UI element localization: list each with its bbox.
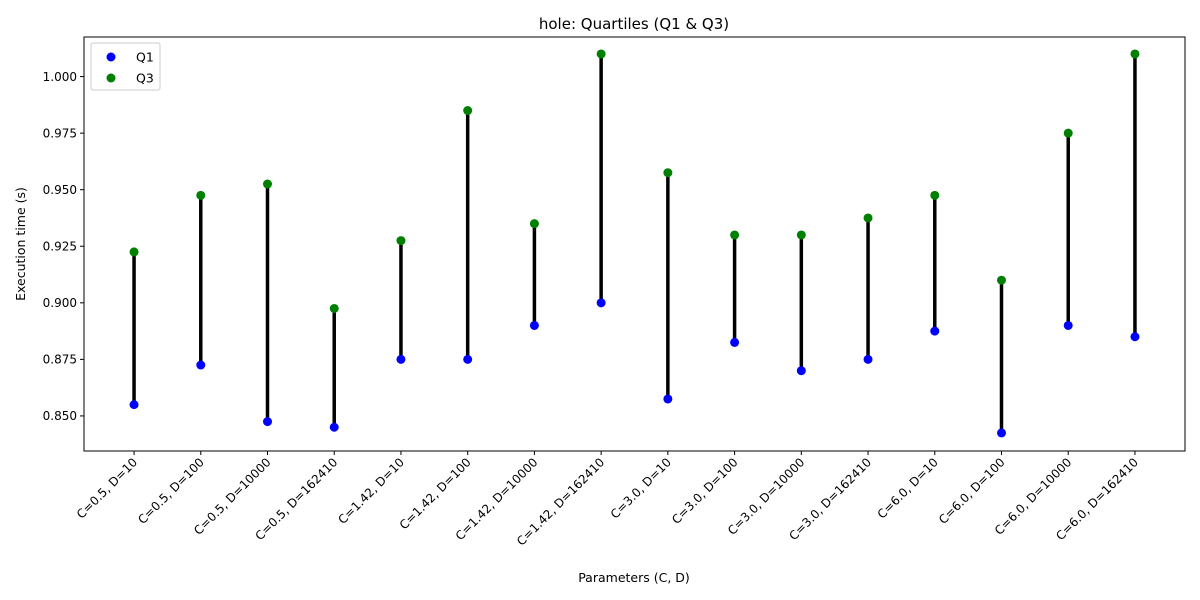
chart-title: hole: Quartiles (Q1 & Q3) xyxy=(539,15,729,33)
q3-point xyxy=(129,247,139,257)
q1-point xyxy=(329,422,339,432)
q1-point xyxy=(263,417,272,427)
legend-q1-marker xyxy=(106,52,116,62)
y-tick-label: 0.900 xyxy=(43,296,77,310)
q3-point xyxy=(930,190,940,200)
x-tick-label: C=0.5, D=100 xyxy=(135,455,207,527)
x-tick-label: C=6.0, D=10 xyxy=(875,455,941,521)
q3-point xyxy=(796,230,806,240)
y-axis-label: Execution time (s) xyxy=(13,187,28,301)
q3-point xyxy=(1130,49,1140,59)
legend: Q1 Q3 xyxy=(90,42,161,91)
legend-q1-label: Q1 xyxy=(136,50,154,65)
q1-point xyxy=(997,428,1006,438)
x-tick-label: C=3.0, D=10 xyxy=(608,455,674,521)
q1-point xyxy=(1130,332,1140,342)
q1-point xyxy=(863,354,873,364)
x-tick-label: C=1.42, D=10 xyxy=(335,455,407,527)
q1-point xyxy=(596,298,606,308)
q1-point xyxy=(396,354,406,364)
y-tick-label: 0.875 xyxy=(43,353,77,367)
q1-point xyxy=(730,337,740,347)
x-tick-label: C=3.0, D=100 xyxy=(669,455,741,527)
y-tick-label: 0.975 xyxy=(43,126,77,140)
y-tick-label: 0.950 xyxy=(43,183,77,197)
q3-point xyxy=(196,190,206,200)
q3-point xyxy=(463,106,473,116)
x-tick-label: C=1.42, D=100 xyxy=(397,455,474,532)
q1-point xyxy=(529,320,539,330)
q1-point xyxy=(1063,320,1073,330)
q3-point xyxy=(730,230,740,240)
q1-point xyxy=(463,354,473,364)
y-tick-label: 0.850 xyxy=(43,409,77,423)
y-tick-label: 1.000 xyxy=(43,70,77,84)
q3-point xyxy=(596,49,606,59)
q3-point xyxy=(396,236,406,246)
x-axis-label: Parameters (C, D) xyxy=(578,570,690,585)
plot-frame xyxy=(83,36,1186,452)
legend-q3-label: Q3 xyxy=(136,71,154,86)
q1-point xyxy=(129,400,139,410)
q3-point xyxy=(529,219,539,229)
y-tick-label: 0.925 xyxy=(43,240,77,254)
q1-point xyxy=(663,394,673,404)
q3-point xyxy=(863,213,873,223)
q3-point xyxy=(1063,128,1073,138)
q1-point xyxy=(930,326,940,336)
q3-point xyxy=(329,303,339,313)
x-tick-label: C=0.5, D=10 xyxy=(74,455,140,521)
q1-point xyxy=(796,366,806,376)
q3-point xyxy=(663,168,673,178)
q3-point xyxy=(263,179,272,189)
q1-point xyxy=(196,360,206,370)
x-tick-label: C=6.0, D=100 xyxy=(936,455,1008,527)
q3-point xyxy=(997,275,1006,285)
legend-q3-marker xyxy=(106,73,116,83)
